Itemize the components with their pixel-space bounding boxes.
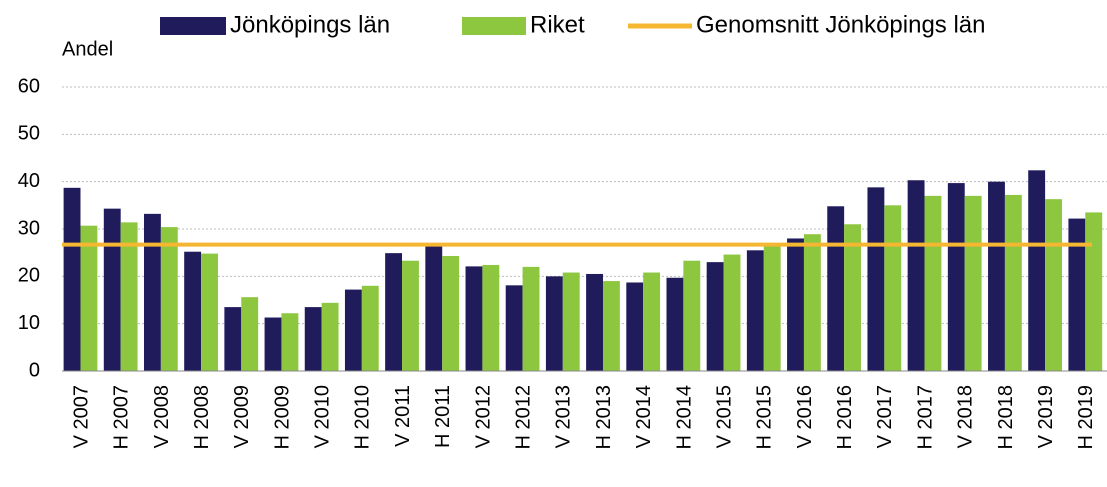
x-tick-label: V 2010 [312, 385, 334, 448]
y-tick-label: 50 [18, 123, 40, 145]
bar [683, 260, 701, 371]
bar [120, 222, 138, 371]
x-tick-label: H 2016 [834, 385, 856, 450]
bar [465, 266, 483, 371]
bar [505, 285, 523, 371]
legend-label: Riket [530, 11, 585, 38]
bar [562, 272, 580, 371]
bar [241, 297, 259, 371]
x-tick-label: H 2015 [754, 385, 776, 450]
x-tick-label: V 2019 [1035, 385, 1057, 448]
bar [827, 206, 845, 371]
bar [1085, 212, 1103, 371]
x-tick-label: V 2017 [874, 385, 896, 448]
x-tick-label: V 2011 [392, 385, 414, 447]
bar [1004, 194, 1022, 371]
y-tick-label: 40 [18, 170, 40, 192]
x-tick-label: V 2012 [472, 385, 494, 448]
bar [907, 180, 925, 371]
bar [184, 251, 202, 371]
x-tick-label: V 2014 [633, 385, 655, 448]
bar [304, 307, 322, 371]
bar [586, 273, 603, 371]
bar [482, 264, 500, 371]
x-tick-label: H 2009 [271, 385, 293, 450]
bar [1028, 170, 1046, 371]
x-tick-label: H 2012 [512, 385, 534, 450]
bar [545, 276, 563, 371]
bar [787, 238, 804, 371]
x-tick-label: H 2011 [432, 385, 454, 448]
bar [763, 245, 781, 371]
y-axis-label: Andel [62, 38, 113, 60]
x-tick-label: H 2010 [352, 385, 374, 450]
bar [385, 253, 403, 371]
bar [321, 302, 339, 371]
bar [666, 277, 684, 371]
bar [626, 282, 644, 371]
bar [264, 317, 282, 371]
y-tick-label: 60 [18, 75, 40, 97]
legend-swatch [160, 17, 226, 35]
x-tick-label: V 2007 [70, 385, 92, 448]
legend-label: Jönköpings län [230, 11, 390, 38]
x-tick-label: H 2018 [995, 385, 1017, 450]
y-tick-label: 30 [18, 217, 40, 239]
y-tick-label: 10 [18, 312, 40, 334]
bar [522, 266, 540, 371]
bar [442, 255, 460, 371]
bar [143, 213, 161, 371]
bar [602, 281, 620, 371]
bar [723, 254, 741, 371]
bar [643, 272, 661, 371]
bar [63, 187, 81, 371]
bar [867, 187, 885, 371]
x-tick-label: V 2015 [713, 385, 735, 448]
bar [947, 183, 965, 371]
y-tick-label: 0 [29, 359, 40, 381]
bar [344, 289, 362, 371]
x-tick-label: V 2009 [231, 385, 253, 448]
bar [103, 208, 121, 371]
bar [201, 253, 218, 371]
bar [361, 285, 379, 371]
bar [706, 262, 724, 371]
bar [1045, 199, 1062, 371]
x-tick-label: V 2008 [151, 385, 173, 448]
bar [844, 224, 862, 371]
bar [281, 313, 299, 371]
bar [425, 245, 443, 371]
bar [884, 205, 902, 371]
x-tick-label: V 2018 [955, 385, 977, 448]
x-tick-label: V 2016 [794, 385, 816, 448]
x-tick-label: H 2017 [914, 385, 936, 450]
x-tick-label: H 2019 [1075, 385, 1097, 450]
bar [402, 260, 419, 371]
legend-label: Genomsnitt Jönköpings län [696, 11, 986, 38]
bar [746, 250, 764, 371]
x-tick-label: H 2014 [673, 385, 695, 450]
legend-swatch [462, 17, 526, 35]
x-tick-label: V 2013 [553, 385, 575, 448]
x-tick-label: H 2007 [111, 385, 133, 450]
bar [160, 227, 178, 371]
bar [224, 307, 242, 371]
bar [988, 181, 1005, 371]
x-tick-label: H 2013 [593, 385, 615, 450]
bar [964, 195, 982, 371]
y-tick-label: 20 [18, 265, 40, 287]
x-tick-label: H 2008 [191, 385, 213, 450]
bar [924, 195, 942, 371]
bar [80, 225, 98, 371]
bar [803, 234, 821, 371]
bar [1068, 218, 1086, 371]
